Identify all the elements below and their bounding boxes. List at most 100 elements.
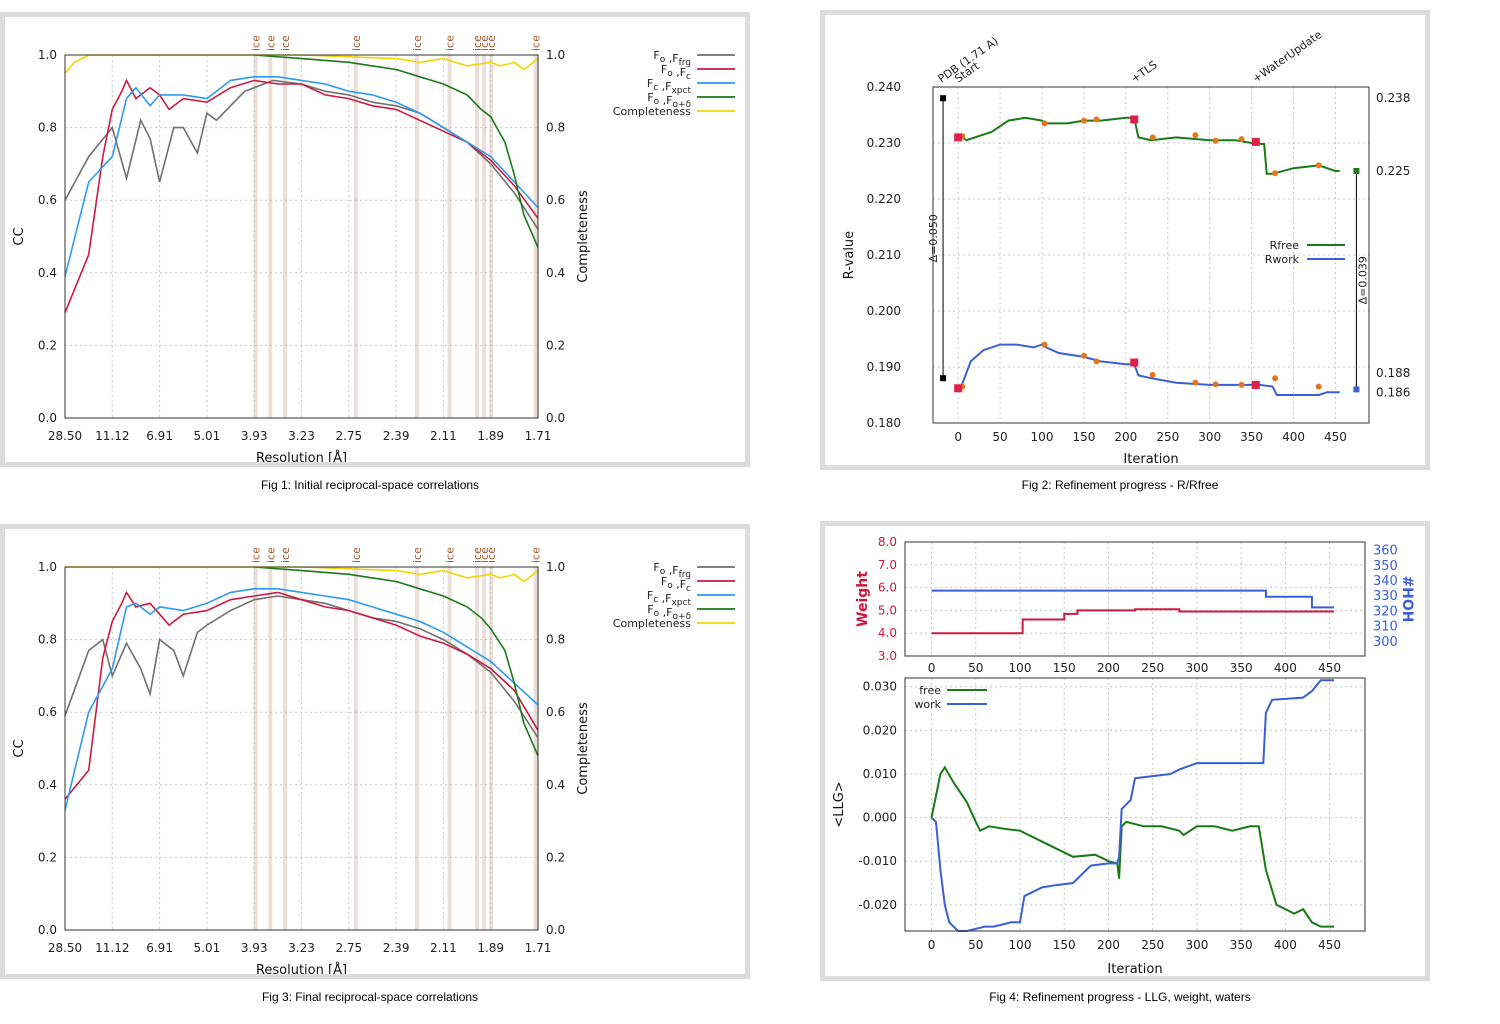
y-tick-label: 0.220 [867, 192, 901, 206]
plot-frame-top [904, 541, 1366, 657]
x-tick-label: 400 [1282, 430, 1305, 444]
y2-tick-label: 340 [1373, 574, 1398, 589]
ice-band [482, 55, 487, 418]
x-tick-label: 250 [1156, 430, 1179, 444]
ice-band [353, 55, 358, 418]
y-axis-label: CC [12, 739, 27, 757]
x-tick-label: 450 [1318, 661, 1341, 675]
step-marker [1238, 381, 1245, 388]
y-tick-label: 0.190 [867, 360, 901, 374]
series-line-3 [254, 54, 539, 248]
pdb-marker [940, 95, 947, 102]
step-marker [1192, 132, 1199, 139]
ice-band [489, 55, 494, 418]
y2-tick-label: 1.0 [546, 48, 565, 62]
y-axis-label: R-value [842, 231, 857, 279]
fig4-caption: Fig 4: Refinement progress - LLG, weight… [989, 990, 1251, 1004]
fig2-panel: 0 50 100 150 200 250 300 350 400 450 0.180 0.190 0.2… [820, 10, 1430, 470]
step-marker [1080, 117, 1087, 124]
step-marker [1149, 371, 1156, 378]
x-tick-label: 2.11 [430, 941, 457, 955]
ice-label: ice [264, 35, 277, 51]
stage-marker [1251, 137, 1260, 146]
fig2-caption: Fig 2: Refinement progress - R/Rfree [1021, 478, 1219, 492]
stage-annotation: +WaterUpdate [1250, 28, 1324, 86]
x-tick-label: 5.01 [194, 429, 221, 443]
x-tick-label: 450 [1318, 938, 1341, 952]
y-tick-label: 0.000 [863, 811, 897, 825]
x-tick-label: 11.12 [95, 941, 129, 955]
ice-band [482, 567, 487, 930]
right-value-label: 0.186 [1376, 385, 1410, 399]
y2-tick-label: 1.0 [546, 560, 565, 574]
legend-label: Rwork [1265, 253, 1300, 266]
ice-band [253, 55, 258, 418]
stage-marker [1251, 380, 1260, 389]
x-tick-label: 300 [1185, 661, 1208, 675]
ice-band [268, 567, 273, 930]
legend-label: free [919, 684, 941, 697]
x-tick-label: 350 [1240, 430, 1263, 444]
y-tick-label: 0.2 [38, 338, 57, 352]
stage-annotation: +TLS [1128, 58, 1159, 85]
x-tick-label: 11.12 [95, 429, 129, 443]
stage-marker [954, 133, 963, 142]
step-marker [1238, 136, 1245, 143]
ice-label: ice [279, 35, 292, 51]
ice-band [447, 567, 452, 930]
series-line-rfree [958, 116, 1340, 175]
ice-label: ice [444, 35, 457, 51]
final-rwork-marker [1353, 386, 1360, 393]
ice-label: ice [250, 547, 263, 563]
y-tick-label: 0.030 [863, 680, 897, 694]
y-tick-label: -0.020 [858, 898, 897, 912]
x-tick-label: 400 [1274, 938, 1297, 952]
y-tick-label: 5.0 [878, 603, 897, 617]
y-tick-label: 7.0 [878, 558, 897, 572]
ice-label: ice [471, 547, 484, 563]
x-tick-label: 450 [1324, 430, 1347, 444]
hoh-axis-label: #HOH [1399, 575, 1415, 622]
y2-tick-label: 0.2 [546, 850, 565, 864]
weight-axis-label: Weight [855, 571, 871, 627]
y-tick-label: 0.230 [867, 136, 901, 150]
y2-tick-label: 0.0 [546, 411, 565, 425]
legend-label: Fo ,Ffrg [653, 49, 691, 68]
ice-label: ice [411, 547, 424, 563]
x-tick-label: 28.50 [48, 429, 82, 443]
legend-label: Rfree [1270, 239, 1300, 252]
x-tick-label: 1.89 [477, 429, 504, 443]
legend-label: Fo ,Fc [661, 575, 691, 594]
x-tick-label: 100 [1009, 661, 1032, 675]
legend-label: Fo ,Fo+δ [647, 603, 691, 622]
ice-label: ice [478, 35, 491, 51]
y2-tick-label: 0.6 [546, 705, 565, 719]
x-tick-label: 150 [1072, 430, 1095, 444]
x-tick-label: 2.39 [383, 429, 410, 443]
y-tick-label: 0.180 [867, 416, 901, 430]
y-tick-label: 4.0 [878, 626, 897, 640]
y2-tick-label: 360 [1373, 544, 1398, 559]
right-value-label: 0.225 [1376, 164, 1410, 178]
ice-label: ice [279, 547, 292, 563]
fig1-caption: Fig 1: Initial reciprocal-space correlat… [260, 478, 480, 492]
legend-label: Fo ,Ffrg [653, 561, 691, 580]
x-axis-label: Resolution [Å] [256, 450, 347, 462]
legend-label: Fc ,Fxpct [647, 589, 692, 608]
x-tick-label: 0 [928, 938, 936, 952]
y-tick-label: 1.0 [38, 48, 57, 62]
right-value-label: 0.188 [1376, 366, 1410, 380]
legend-label: Fc ,Fxpct [647, 77, 692, 96]
step-marker [1041, 341, 1048, 348]
ice-band [414, 55, 419, 418]
y-tick-label: 0.4 [38, 778, 57, 792]
ice-band [533, 55, 538, 418]
x-axis-label: Iteration [1107, 962, 1162, 976]
step-marker [1212, 137, 1219, 144]
y-tick-label: 0.210 [867, 248, 901, 262]
legend-label: Fo ,Fo+δ [647, 91, 691, 110]
step-marker [1272, 170, 1279, 177]
y-tick-label: 0.0 [38, 923, 57, 937]
legend-label: Completeness [613, 105, 691, 118]
series-line-hoh [931, 589, 1335, 609]
